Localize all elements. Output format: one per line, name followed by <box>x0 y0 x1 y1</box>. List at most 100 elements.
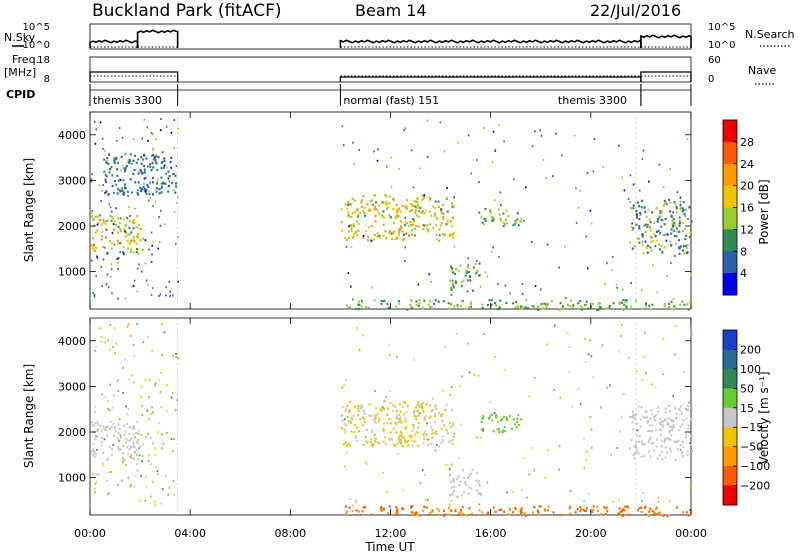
velocity-cell <box>618 499 620 502</box>
power-cell <box>645 215 648 218</box>
velocity-cell <box>532 511 534 514</box>
velocity-cell <box>643 455 646 458</box>
velocity-cell <box>404 427 407 430</box>
power-cell <box>540 303 543 306</box>
velocity-cell <box>434 404 437 408</box>
velocity-cell <box>470 472 473 475</box>
velocity-cell <box>350 420 352 423</box>
power-cell <box>520 217 523 220</box>
power-cell <box>634 299 637 302</box>
velocity-cell <box>461 494 464 497</box>
velocity-cell <box>106 493 109 496</box>
velocity-cell <box>401 436 404 439</box>
velocity-cell <box>633 457 636 460</box>
velocity-cell <box>676 506 679 509</box>
velocity-cell <box>455 495 458 498</box>
power-cell <box>585 300 588 303</box>
power-cell <box>660 218 663 221</box>
power-cell <box>666 274 668 277</box>
power-cell <box>689 300 691 304</box>
power-cell <box>641 235 644 238</box>
power-cell <box>367 236 370 239</box>
velocity-cell <box>422 434 425 437</box>
velocity-cell <box>586 450 588 453</box>
velocity-cell <box>467 492 470 495</box>
power-cell <box>363 214 366 217</box>
velocity-cell <box>428 512 431 515</box>
power-cell <box>134 181 137 184</box>
velocity-cell <box>662 337 665 340</box>
power-cell <box>654 245 657 248</box>
velocity-cell <box>154 384 156 387</box>
power-cell <box>492 216 494 219</box>
power-cell <box>684 215 687 218</box>
velocity-cell <box>644 513 647 516</box>
velocity-cell <box>433 420 436 423</box>
power-cell <box>426 224 429 227</box>
velocity-cell <box>619 430 621 433</box>
velocity-cell <box>679 405 682 408</box>
power-cell <box>126 216 129 220</box>
power-cell <box>627 197 630 200</box>
power-cell <box>687 308 690 311</box>
power-cell <box>371 199 374 202</box>
power-cell <box>159 129 162 132</box>
velocity-cell <box>405 411 408 414</box>
power-cell <box>400 220 403 223</box>
power-cell <box>111 184 114 188</box>
velocity-cell <box>157 431 159 434</box>
power-cell <box>342 144 345 147</box>
power-cell <box>147 283 149 286</box>
power-cell <box>122 252 125 255</box>
power-cell <box>516 305 519 308</box>
power-cell <box>569 305 572 308</box>
velocity-cell <box>126 422 129 426</box>
velocity-cell <box>505 416 508 419</box>
velocity-cell <box>109 324 112 327</box>
velocity-cell <box>165 475 167 478</box>
velocity-cell <box>600 513 603 516</box>
velocity-cell <box>136 323 138 325</box>
power-cell <box>148 193 151 196</box>
velocity-cell <box>109 427 111 430</box>
velocity-cell <box>135 448 138 451</box>
velocity-cell <box>388 505 391 508</box>
velocity-cell <box>106 457 109 460</box>
power-cell <box>678 224 681 227</box>
velocity-cell <box>666 423 669 426</box>
power-cell <box>499 299 502 302</box>
power-cell <box>155 154 158 158</box>
power-cell <box>519 305 522 308</box>
velocity-panel-frame <box>89 317 692 516</box>
velocity-cell <box>648 510 651 513</box>
velocity-cell <box>612 501 614 503</box>
velocity-cell <box>663 439 666 443</box>
power-cell <box>457 141 459 144</box>
power-cell <box>116 174 119 177</box>
velocity-cell <box>114 351 116 354</box>
power-cell <box>110 210 113 213</box>
power-cell <box>357 229 360 232</box>
power-cell <box>664 202 667 205</box>
power-cell <box>133 240 136 243</box>
velocity-cell <box>129 334 132 337</box>
power-cell <box>409 221 412 224</box>
velocity-cell <box>552 511 555 514</box>
velocity-colorbar-swatch <box>723 446 737 467</box>
velocity-cell <box>682 371 685 373</box>
power-cell <box>95 275 98 278</box>
power-cell <box>635 223 638 226</box>
velocity-cell <box>356 426 359 429</box>
velocity-cell <box>682 445 685 449</box>
velocity-cell <box>658 511 661 514</box>
power-cell <box>671 222 674 225</box>
velocity-cell <box>407 444 410 447</box>
power-cell <box>110 219 113 222</box>
velocity-cell <box>122 392 124 394</box>
velocity-cell <box>107 400 109 403</box>
power-colorbar-swatch <box>723 229 737 252</box>
velocity-cell <box>129 485 131 488</box>
velocity-cell <box>628 357 630 360</box>
velocity-cell <box>140 433 142 436</box>
power-cell <box>105 161 108 164</box>
